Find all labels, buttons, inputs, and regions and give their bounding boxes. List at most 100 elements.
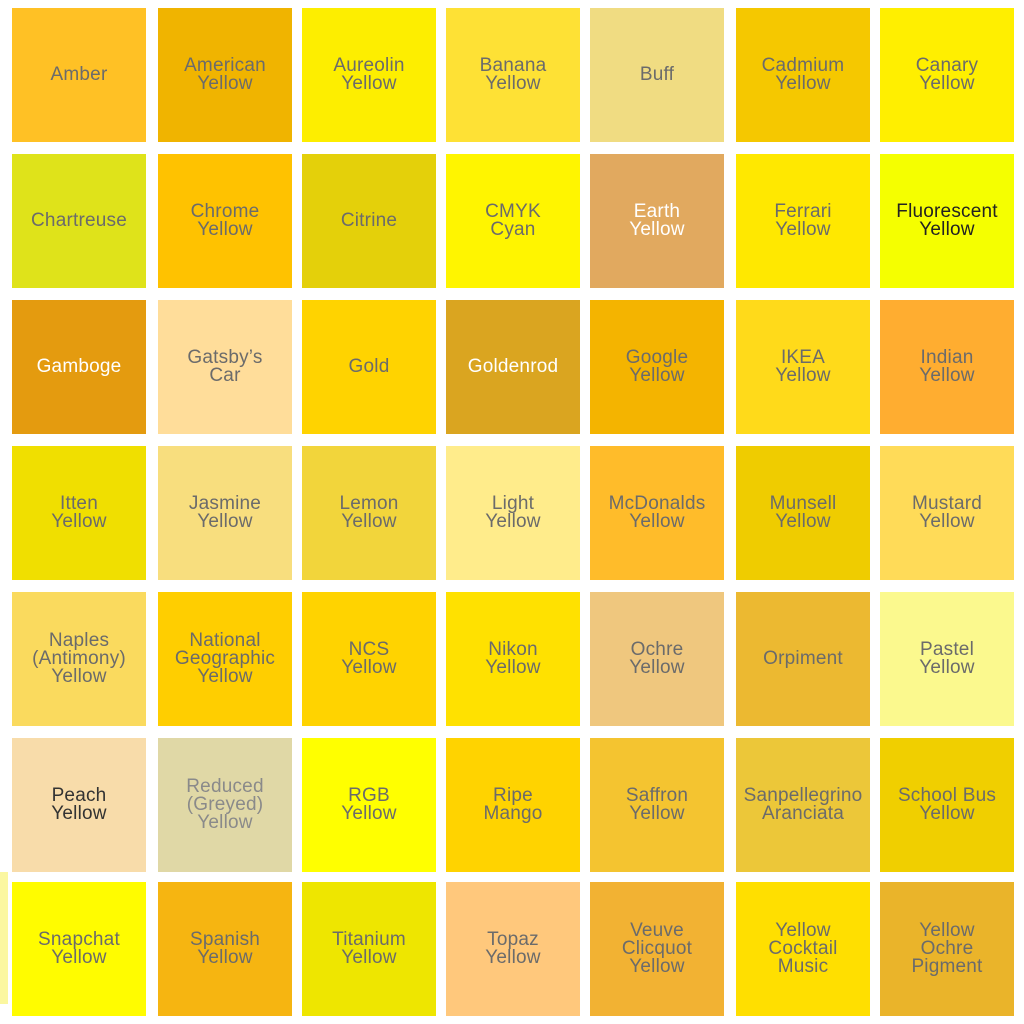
color-swatch: Chartreuse xyxy=(12,154,146,288)
swatch-label: Ferrari Yellow xyxy=(774,201,832,240)
color-swatch: Cadmium Yellow xyxy=(736,8,870,142)
swatch-label: Aureolin Yellow xyxy=(333,55,405,94)
swatch-label: Light Yellow xyxy=(485,493,541,532)
color-swatch: NCS Yellow xyxy=(302,592,436,726)
color-swatch: Reduced (Greyed) Yellow xyxy=(158,738,292,872)
swatch-label: Chrome Yellow xyxy=(190,201,260,240)
color-swatch: Nikon Yellow xyxy=(446,592,580,726)
color-swatch: CMYK Cyan xyxy=(446,154,580,288)
swatch-label: Spanish Yellow xyxy=(189,929,261,968)
color-swatch: Citrine xyxy=(302,154,436,288)
color-swatch: Gamboge xyxy=(12,300,146,434)
swatch-label: Indian Yellow xyxy=(919,347,975,386)
swatch-label: Titanium Yellow xyxy=(332,929,406,968)
color-swatch: Veuve Clicquot Yellow xyxy=(590,882,724,1016)
swatch-label: CMYK Cyan xyxy=(485,201,541,240)
swatch-label: McDonalds Yellow xyxy=(608,493,706,532)
swatch-label: Gamboge xyxy=(36,356,122,377)
swatch-label: Nikon Yellow xyxy=(485,639,541,678)
color-swatch: Saffron Yellow xyxy=(590,738,724,872)
edge-strip xyxy=(0,872,8,1004)
swatch-label: Veuve Clicquot Yellow xyxy=(621,920,693,977)
swatch-label: Gold xyxy=(348,356,390,377)
swatch-label: Fluorescent Yellow xyxy=(896,201,998,240)
color-swatch: American Yellow xyxy=(158,8,292,142)
color-swatch: Google Yellow xyxy=(590,300,724,434)
color-swatch: Indian Yellow xyxy=(880,300,1014,434)
color-swatch: Spanish Yellow xyxy=(158,882,292,1016)
swatch-label: Yellow Ochre Pigment xyxy=(911,920,983,977)
swatch-label: RGB Yellow xyxy=(341,785,397,824)
color-swatch: Itten Yellow xyxy=(12,446,146,580)
swatch-label: Jasmine Yellow xyxy=(188,493,262,532)
color-swatch: Earth Yellow xyxy=(590,154,724,288)
color-swatch: Goldenrod xyxy=(446,300,580,434)
swatch-label: Lemon Yellow xyxy=(339,493,399,532)
color-swatch: Sanpellegrino Aranciata xyxy=(736,738,870,872)
swatch-label: Banana Yellow xyxy=(479,55,547,94)
swatch-label: Munsell Yellow xyxy=(769,493,837,532)
color-swatch: Yellow Cocktail Music xyxy=(736,882,870,1016)
swatch-label: Mustard Yellow xyxy=(911,493,983,532)
swatch-label: School Bus Yellow xyxy=(897,785,997,824)
color-swatch: Light Yellow xyxy=(446,446,580,580)
color-swatch: National Geographic Yellow xyxy=(158,592,292,726)
swatch-label: Ripe Mango xyxy=(483,785,543,824)
swatch-label: Snapchat Yellow xyxy=(38,929,120,968)
color-swatch: Ripe Mango xyxy=(446,738,580,872)
swatch-label: NCS Yellow xyxy=(341,639,397,678)
swatch-label: Yellow Cocktail Music xyxy=(768,920,838,977)
swatch-label: Reduced (Greyed) Yellow xyxy=(186,776,264,833)
color-swatch: Peach Yellow xyxy=(12,738,146,872)
color-swatch: IKEA Yellow xyxy=(736,300,870,434)
swatch-label: Topaz Yellow xyxy=(485,929,541,968)
swatch-label: National Geographic Yellow xyxy=(174,630,276,687)
color-swatch: McDonalds Yellow xyxy=(590,446,724,580)
color-swatch: Naples (Antimony) Yellow xyxy=(12,592,146,726)
swatch-label: Chartreuse xyxy=(31,210,127,231)
swatch-label: Ochre Yellow xyxy=(629,639,685,678)
swatch-label: Buff xyxy=(639,64,675,85)
swatch-label: Google Yellow xyxy=(625,347,689,386)
swatch-label: Peach Yellow xyxy=(51,785,107,824)
color-swatch: RGB Yellow xyxy=(302,738,436,872)
color-swatch: Titanium Yellow xyxy=(302,882,436,1016)
swatch-label: Earth Yellow xyxy=(629,201,685,240)
color-swatch: Buff xyxy=(590,8,724,142)
color-swatch: Lemon Yellow xyxy=(302,446,436,580)
swatch-label: Citrine xyxy=(340,210,398,231)
color-swatch: School Bus Yellow xyxy=(880,738,1014,872)
color-swatch: Banana Yellow xyxy=(446,8,580,142)
color-swatch: Gatsby’s Car xyxy=(158,300,292,434)
swatch-label: Pastel Yellow xyxy=(919,639,975,678)
color-swatch: Topaz Yellow xyxy=(446,882,580,1016)
swatch-label: Saffron Yellow xyxy=(625,785,689,824)
color-swatch: Yellow Ochre Pigment xyxy=(880,882,1014,1016)
swatch-label: IKEA Yellow xyxy=(775,347,831,386)
swatch-label: Sanpellegrino Aranciata xyxy=(743,785,863,824)
color-swatch: Pastel Yellow xyxy=(880,592,1014,726)
color-swatch: Munsell Yellow xyxy=(736,446,870,580)
color-swatch: Jasmine Yellow xyxy=(158,446,292,580)
color-swatch: Amber xyxy=(12,8,146,142)
swatch-label: Gatsby’s Car xyxy=(187,347,263,386)
swatch-label: Goldenrod xyxy=(467,356,559,377)
swatch-label: Amber xyxy=(50,64,108,85)
color-swatch: Canary Yellow xyxy=(880,8,1014,142)
color-swatch: Orpiment xyxy=(736,592,870,726)
color-swatch: Chrome Yellow xyxy=(158,154,292,288)
color-swatch: Aureolin Yellow xyxy=(302,8,436,142)
color-swatch: Ferrari Yellow xyxy=(736,154,870,288)
swatch-label: Itten Yellow xyxy=(51,493,107,532)
swatch-label: American Yellow xyxy=(184,55,266,94)
color-swatch: Ochre Yellow xyxy=(590,592,724,726)
swatch-label: Naples (Antimony) Yellow xyxy=(32,630,126,687)
swatch-label: Cadmium Yellow xyxy=(761,55,845,94)
swatch-label: Canary Yellow xyxy=(915,55,979,94)
color-swatch: Snapchat Yellow xyxy=(12,882,146,1016)
color-swatch: Mustard Yellow xyxy=(880,446,1014,580)
color-swatch: Gold xyxy=(302,300,436,434)
swatch-label: Orpiment xyxy=(763,648,843,669)
color-swatch: Fluorescent Yellow xyxy=(880,154,1014,288)
